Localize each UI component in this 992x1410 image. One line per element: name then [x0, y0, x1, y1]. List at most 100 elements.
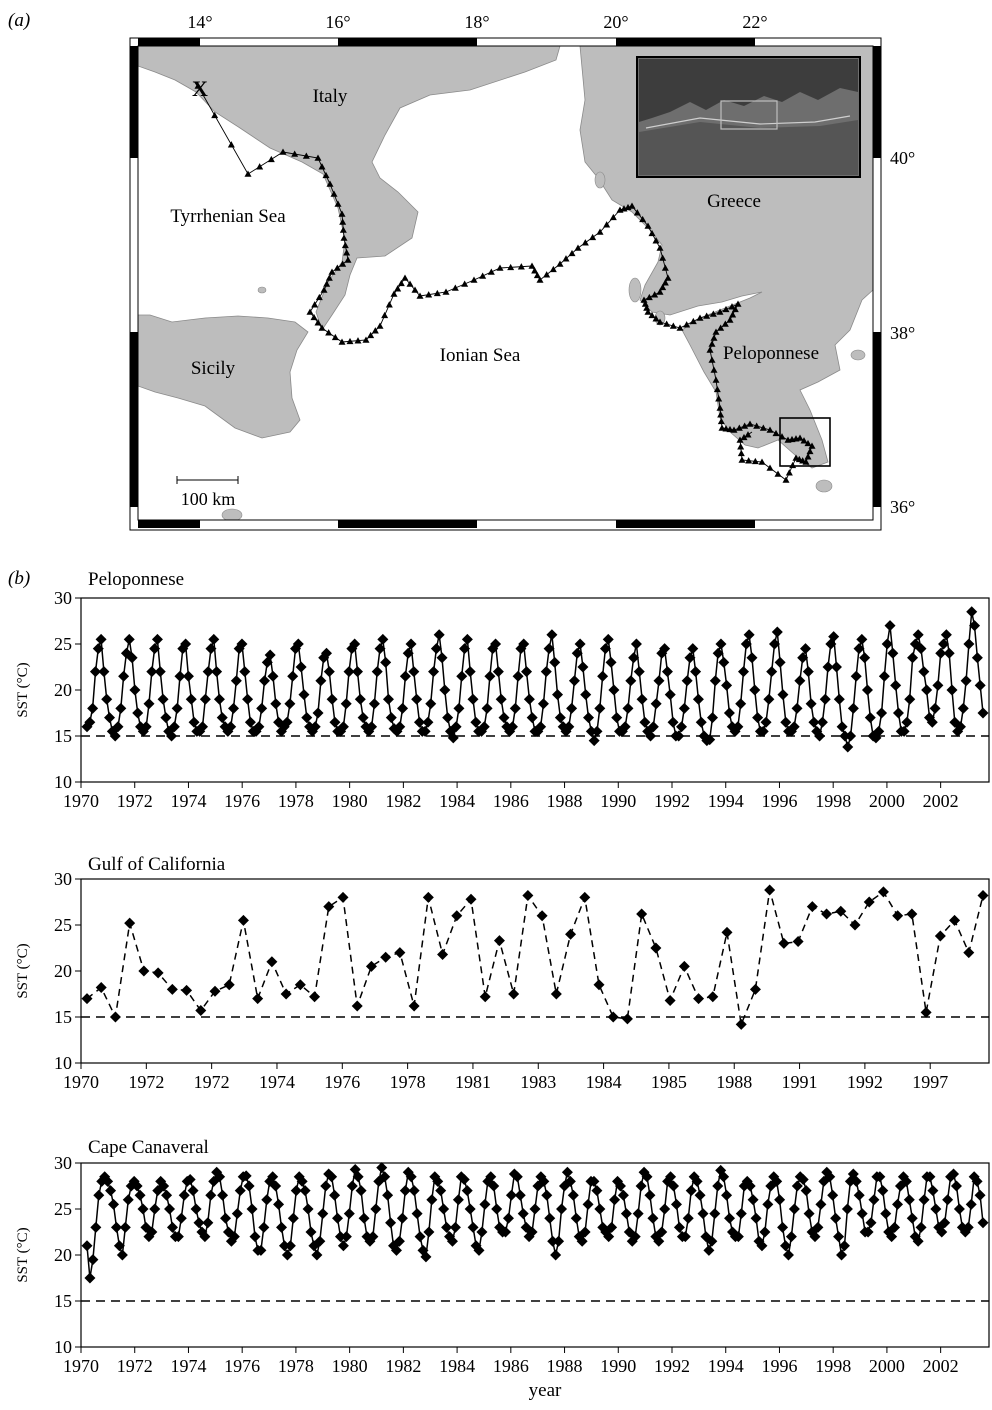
x-tick-label: 1986: [493, 1356, 529, 1376]
data-point: [898, 725, 910, 737]
x-tick-label: 1972: [117, 791, 153, 811]
data-point: [237, 914, 249, 926]
data-point: [216, 712, 228, 724]
data-point: [673, 1221, 685, 1233]
data-point: [594, 1203, 606, 1215]
data-point: [906, 908, 918, 920]
track-marker: [487, 268, 495, 275]
track-marker: [339, 218, 347, 225]
y-tick-label: 10: [54, 1337, 72, 1357]
y-tick-label: 30: [54, 869, 72, 889]
data-point: [115, 702, 127, 714]
data-point: [379, 1171, 391, 1183]
data-point: [158, 1180, 170, 1192]
data-point: [84, 716, 96, 728]
data-point: [441, 1221, 453, 1233]
data-point: [184, 1174, 196, 1186]
track-marker: [656, 318, 664, 325]
data-point: [178, 1189, 190, 1201]
x-tick-label: 1980: [332, 791, 368, 811]
data-point: [614, 1180, 626, 1192]
data-point: [777, 689, 789, 701]
data-point: [735, 698, 747, 710]
track-marker: [796, 434, 804, 441]
track-marker: [766, 464, 774, 471]
data-point: [889, 1221, 901, 1233]
data-point: [678, 960, 690, 972]
data-point: [309, 991, 321, 1003]
data-point: [691, 1175, 703, 1187]
track-marker: [737, 443, 745, 450]
y-tick-label: 15: [54, 726, 72, 746]
data-point: [892, 910, 904, 922]
data-point: [138, 965, 150, 977]
data-point: [438, 1203, 450, 1215]
data-point: [425, 698, 437, 710]
data-point: [266, 956, 278, 968]
x-tick-label: 1997: [912, 1072, 948, 1092]
track-marker: [708, 340, 716, 347]
data-point: [977, 1217, 989, 1229]
data-point: [433, 629, 445, 641]
data-point: [343, 666, 355, 678]
data-point: [839, 730, 851, 742]
data-point: [488, 1180, 500, 1192]
data-point: [202, 666, 214, 678]
data-point: [599, 643, 611, 655]
data-point: [583, 712, 595, 724]
track-marker: [596, 228, 604, 235]
data-point: [681, 675, 693, 687]
data-point: [856, 1208, 868, 1220]
x-tick-label: 1983: [520, 1072, 556, 1092]
data-point: [258, 1221, 270, 1233]
data-point: [422, 716, 434, 728]
data-point: [764, 884, 776, 896]
data-point: [934, 930, 946, 942]
track-marker: [737, 449, 745, 457]
data-point: [828, 631, 840, 643]
track-marker: [306, 308, 314, 315]
data-point: [718, 656, 730, 668]
data-point: [109, 730, 121, 742]
data-point: [552, 689, 564, 701]
data-point: [143, 698, 155, 710]
data-point: [385, 712, 397, 724]
data-point: [687, 643, 699, 655]
data-point: [974, 1189, 986, 1201]
lon-label: 16°: [325, 12, 350, 32]
data-point: [211, 666, 223, 678]
track-marker: [643, 304, 651, 311]
data-point: [579, 891, 591, 903]
data-point: [535, 721, 547, 733]
track-marker: [318, 324, 326, 331]
data-point: [563, 721, 575, 733]
data-point: [84, 1272, 96, 1284]
data-point: [625, 675, 637, 687]
data-point: [171, 702, 183, 714]
data-point: [411, 1208, 423, 1220]
data-point: [809, 1231, 821, 1243]
data-point: [119, 1221, 131, 1233]
inset-locator-box: [720, 100, 778, 130]
data-point: [797, 652, 809, 664]
track-marker: [394, 285, 402, 292]
track-marker: [603, 221, 611, 228]
data-point: [950, 1180, 962, 1192]
data-point: [295, 661, 307, 673]
data-point: [110, 1221, 122, 1233]
data-point: [430, 643, 442, 655]
data-point: [566, 702, 578, 714]
scale-bar-label: 100 km: [181, 489, 236, 509]
data-point: [833, 693, 845, 705]
track-marker: [710, 366, 718, 373]
track-marker: [628, 202, 636, 209]
track-marker: [715, 395, 723, 402]
data-point: [118, 670, 130, 682]
data-point: [491, 1203, 503, 1215]
track-marker: [659, 283, 667, 291]
data-point: [835, 905, 847, 917]
data-point: [329, 1189, 341, 1201]
data-point: [939, 1217, 951, 1229]
data-point: [208, 633, 220, 645]
data-point: [690, 666, 702, 678]
